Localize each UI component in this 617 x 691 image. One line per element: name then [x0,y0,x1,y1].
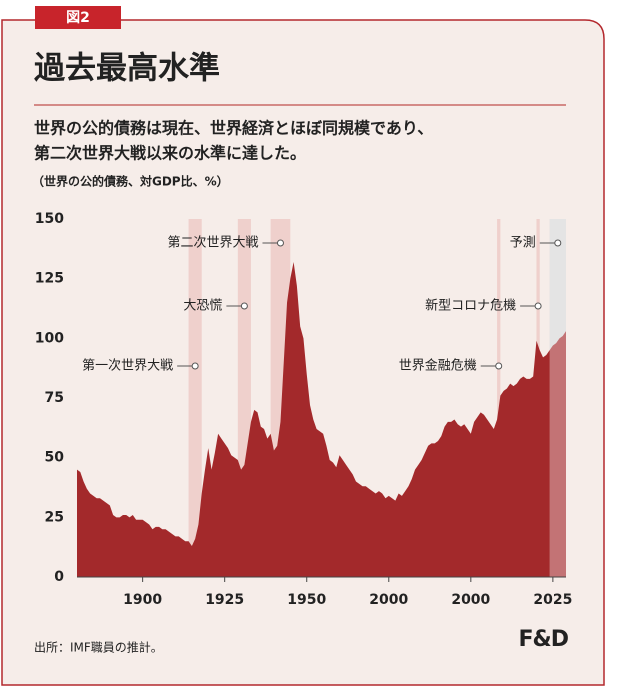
y-tick-label: 50 [45,450,65,466]
x-tick-label: 2000 [369,592,408,608]
annotation-label: 第二次世界大戦 [167,235,258,251]
leader-dot [554,239,562,247]
y-tick-label: 125 [35,271,64,287]
subtitle: 第二次世界大戦以来の水準に達した。 [34,144,306,163]
leader-dot [276,239,284,247]
area [77,261,566,577]
forecast-overlay [549,219,566,577]
y-axis-label: （世界の公的債務、対GDP比、%） [32,174,229,189]
x-tick-label: 1925 [205,592,244,608]
leader-dot [191,362,199,370]
logo: F&D [519,627,569,652]
leader-dot [534,302,542,310]
annotation-label: 新型コロナ危機 [425,298,516,314]
leader-dot [240,302,248,310]
x-tick-label: 1900 [123,592,162,608]
annotation-label: 第一次世界大戦 [82,358,173,374]
subtitle: 世界の公的債務は現在、世界経済とほぼ同規模であり、 [34,119,433,138]
event-band [188,219,202,577]
y-tick-label: 75 [45,390,64,406]
annotation-label: 大恐慌 [183,299,222,314]
annotation-label: 世界金融危機 [399,358,477,374]
event-band [497,219,501,577]
y-tick-label: 100 [35,330,64,346]
leader-dot [495,362,503,370]
annotation-label: 予測 [510,236,536,251]
x-tick-label: 2000 [451,592,490,608]
tag-box [35,6,121,29]
y-tick-label: 150 [35,211,64,227]
tag: 図2 [66,10,90,26]
x-tick-label: 1950 [287,592,326,608]
chart-title: 過去最高水準 [34,51,220,87]
y-tick-label: 25 [45,509,64,525]
y-tick-label: 0 [54,569,64,585]
x-tick-label: 2025 [533,592,572,608]
source: 出所：IMF職員の推計。 [34,640,163,655]
